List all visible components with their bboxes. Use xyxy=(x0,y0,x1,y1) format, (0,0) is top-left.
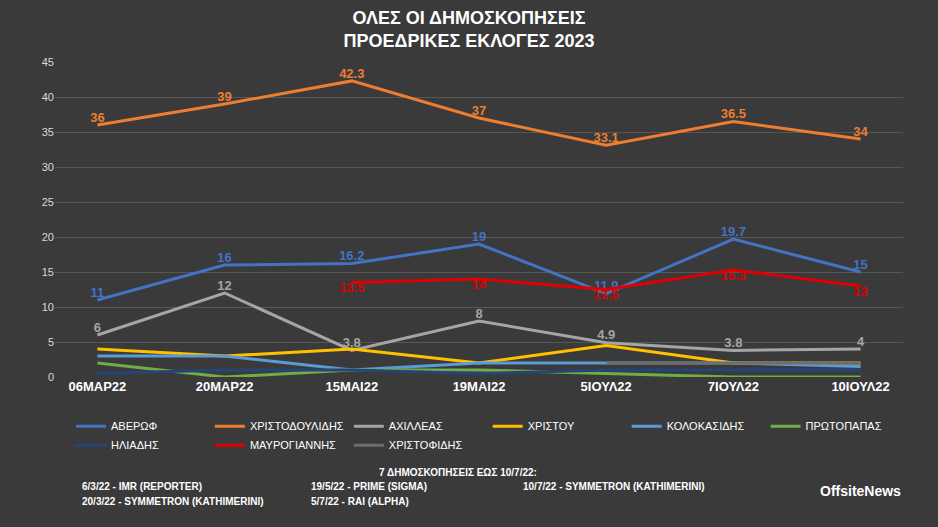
svg-text:39: 39 xyxy=(217,89,231,104)
svg-text:20/3/22 - SYMMETRON (KATHIMERI: 20/3/22 - SYMMETRON (KATHIMERINI) xyxy=(82,496,264,507)
svg-text:25: 25 xyxy=(42,196,54,208)
svg-text:20: 20 xyxy=(42,231,54,243)
svg-text:15.3: 15.3 xyxy=(721,268,746,283)
svg-text:ΧΡΙΣΤΟΥ: ΧΡΙΣΤΟΥ xyxy=(528,420,575,432)
svg-text:ΟΛΕΣ ΟΙ ΔΗΜΟΣΚΟΠΗΣΕΙΣΠΡΟΕΔΡΙΚΕ: ΟΛΕΣ ΟΙ ΔΗΜΟΣΚΟΠΗΣΕΙΣΠΡΟΕΔΡΙΚΕΣ ΕΚΛΟΓΕΣ … xyxy=(344,8,595,51)
svg-text:16.2: 16.2 xyxy=(339,248,364,263)
svg-text:8: 8 xyxy=(475,306,482,321)
svg-text:42.3: 42.3 xyxy=(339,66,364,81)
svg-text:6: 6 xyxy=(94,320,101,335)
svg-text:15: 15 xyxy=(42,266,54,278)
svg-text:5/7/22 - RAI (ALPHA): 5/7/22 - RAI (ALPHA) xyxy=(311,496,409,507)
svg-text:16: 16 xyxy=(217,250,231,265)
svg-text:34: 34 xyxy=(853,124,868,139)
svg-text:ΠΡΩΤΟΠΑΠΑΣ: ΠΡΩΤΟΠΑΠΑΣ xyxy=(806,420,882,432)
svg-text:5: 5 xyxy=(48,336,54,348)
svg-text:ΚΟΛΟΚΑΣΙΔΗΣ: ΚΟΛΟΚΑΣΙΔΗΣ xyxy=(667,420,745,432)
svg-text:3.8: 3.8 xyxy=(724,335,742,350)
svg-text:06ΜΑΡ22: 06ΜΑΡ22 xyxy=(68,379,126,394)
svg-text:3.8: 3.8 xyxy=(343,335,361,350)
svg-text:13.5: 13.5 xyxy=(339,280,364,295)
svg-text:ΗΛΙΑΔΗΣ: ΗΛΙΑΔΗΣ xyxy=(111,439,159,451)
svg-text:33.1: 33.1 xyxy=(594,130,619,145)
svg-text:13: 13 xyxy=(853,284,867,299)
svg-text:ΜΑΥΡΟΓΙΑΝΝΗΣ: ΜΑΥΡΟΓΙΑΝΝΗΣ xyxy=(250,439,336,451)
svg-text:10ΙΟΥΛ22: 10ΙΟΥΛ22 xyxy=(831,379,889,394)
svg-text:20ΜΑΡ22: 20ΜΑΡ22 xyxy=(196,379,254,394)
svg-text:5ΙΟΥΛ22: 5ΙΟΥΛ22 xyxy=(581,379,632,394)
svg-text:14: 14 xyxy=(472,277,487,292)
svg-text:40: 40 xyxy=(42,91,54,103)
svg-text:19/5/22 - PRIME (SIGMA): 19/5/22 - PRIME (SIGMA) xyxy=(311,481,427,492)
svg-text:30: 30 xyxy=(42,161,54,173)
svg-text:45: 45 xyxy=(42,56,54,68)
svg-text:0: 0 xyxy=(48,371,54,383)
svg-text:ΑΧΙΛΛΕΑΣ: ΑΧΙΛΛΕΑΣ xyxy=(389,420,443,432)
svg-text:OffsiteNews: OffsiteNews xyxy=(820,483,901,499)
svg-text:6/3/22 - IMR (REPORTER): 6/3/22 - IMR (REPORTER) xyxy=(82,481,202,492)
svg-text:15: 15 xyxy=(853,257,867,272)
svg-text:19.7: 19.7 xyxy=(721,224,746,239)
svg-text:ΧΡΙΣΤΟΦΙΔΗΣ: ΧΡΙΣΤΟΦΙΔΗΣ xyxy=(389,439,463,451)
svg-text:36: 36 xyxy=(90,110,104,125)
svg-text:15ΜΑΙ22: 15ΜΑΙ22 xyxy=(325,379,378,394)
svg-text:4.9: 4.9 xyxy=(597,327,615,342)
svg-text:4: 4 xyxy=(857,334,865,349)
svg-text:10: 10 xyxy=(42,301,54,313)
svg-text:19: 19 xyxy=(472,229,486,244)
svg-text:10/7/22 - SYMMETRON (KATHIMERI: 10/7/22 - SYMMETRON (KATHIMERINI) xyxy=(523,481,705,492)
svg-text:35: 35 xyxy=(42,126,54,138)
svg-text:12.5: 12.5 xyxy=(594,287,619,302)
svg-text:7 ΔΗΜΟΣΚΟΠΗΣΕΙΣ ΕΩΣ 10/7/22:: 7 ΔΗΜΟΣΚΟΠΗΣΕΙΣ ΕΩΣ 10/7/22: xyxy=(379,467,537,478)
svg-text:7ΙΟΥΛ22: 7ΙΟΥΛ22 xyxy=(708,379,759,394)
svg-text:11: 11 xyxy=(91,285,105,300)
svg-text:ΑΒΕΡΩΦ: ΑΒΕΡΩΦ xyxy=(111,420,158,432)
svg-text:37: 37 xyxy=(472,103,486,118)
svg-text:19ΜΑΙ22: 19ΜΑΙ22 xyxy=(453,379,506,394)
svg-text:11.9: 11.9 xyxy=(594,278,619,293)
svg-text:12: 12 xyxy=(217,278,231,293)
svg-text:ΧΡΙΣΤΟΔΟΥΛΙΔΗΣ: ΧΡΙΣΤΟΔΟΥΛΙΔΗΣ xyxy=(250,420,344,432)
svg-text:36.5: 36.5 xyxy=(721,106,746,121)
